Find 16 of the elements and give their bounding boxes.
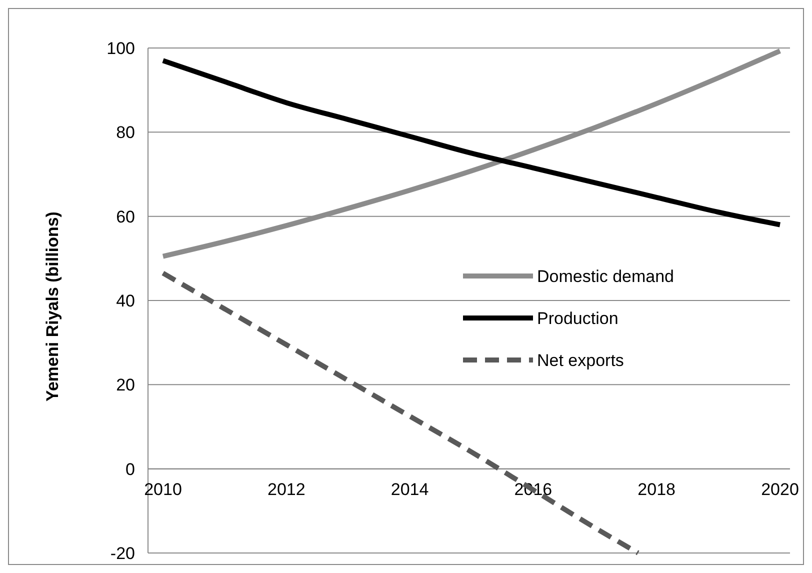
y-tick-label: -20 bbox=[110, 544, 135, 563]
y-axis-title: Yemeni Riyals (billions) bbox=[43, 212, 62, 402]
legend-label: Production bbox=[537, 308, 618, 328]
x-tick-label: 2012 bbox=[267, 480, 306, 499]
legend-label: Domestic demand bbox=[537, 266, 674, 286]
y-tick-label: 100 bbox=[106, 38, 135, 58]
y-tick-label: 60 bbox=[116, 207, 135, 226]
y-tick-label: 40 bbox=[116, 291, 135, 310]
y-tick-label: 80 bbox=[116, 123, 135, 142]
legend-label: Net exports bbox=[537, 350, 624, 370]
x-tick-label: 2018 bbox=[638, 480, 676, 499]
y-tick-label: 0 bbox=[126, 460, 135, 479]
x-tick-label: 2010 bbox=[144, 480, 182, 499]
x-tick-label: 2014 bbox=[390, 480, 429, 499]
x-tick-label: 2020 bbox=[761, 480, 799, 499]
y-tick-label: 20 bbox=[116, 376, 135, 395]
